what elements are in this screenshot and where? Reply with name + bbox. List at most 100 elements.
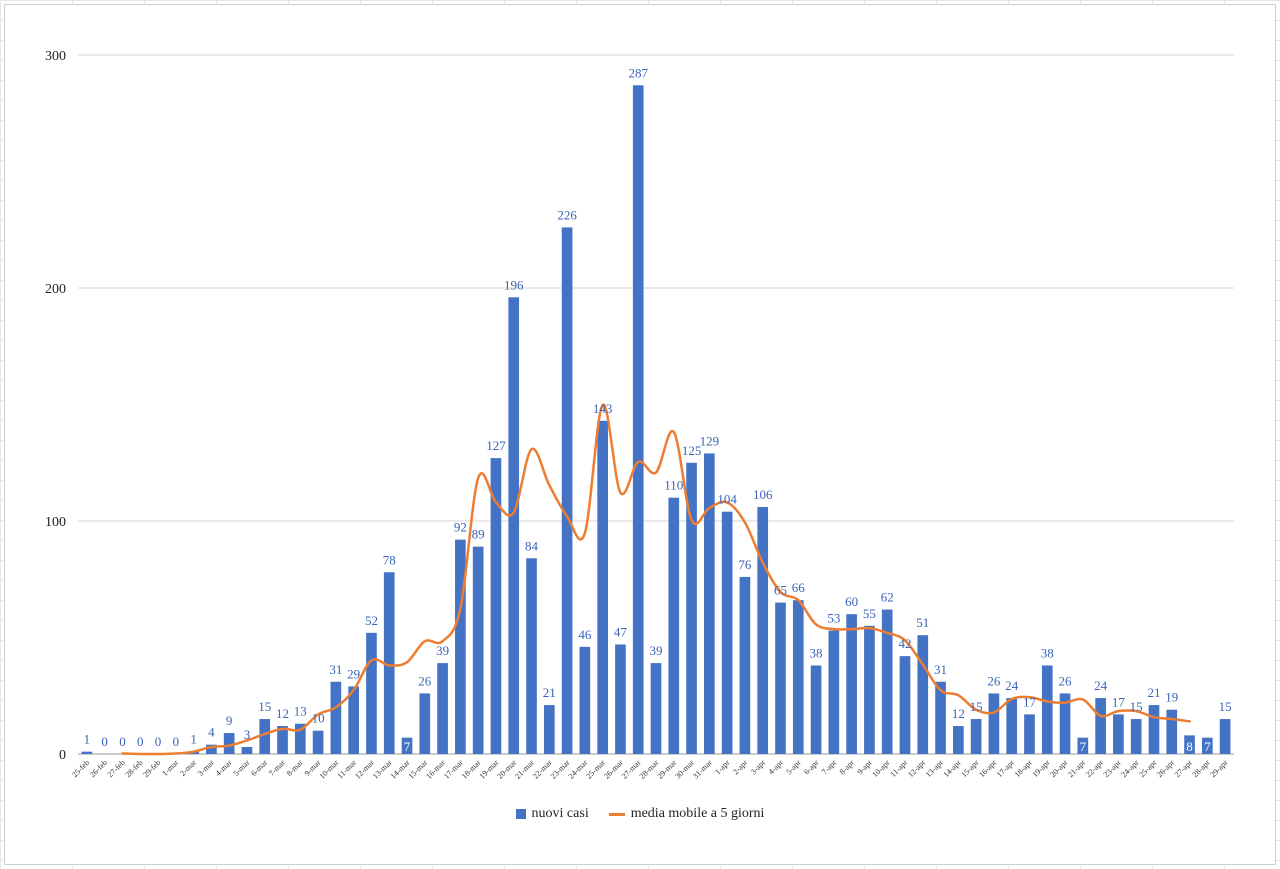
x-tick-label: 6-apr <box>802 758 821 777</box>
data-label: 3 <box>244 727 251 742</box>
x-tick-label: 10-apr <box>870 758 891 779</box>
legend-item-media-mobile[interactable]: media mobile a 5 giorni <box>608 806 764 822</box>
bar <box>526 558 537 754</box>
bar <box>1130 719 1142 754</box>
data-label: 106 <box>753 487 773 502</box>
bar <box>775 602 786 754</box>
x-tick-label: 19-apr <box>1031 758 1052 779</box>
data-label: 21 <box>1147 685 1160 700</box>
data-label: 13 <box>294 704 307 719</box>
data-label: 46 <box>578 627 592 642</box>
x-tick-label: 1-apr <box>713 758 732 777</box>
bar <box>419 693 431 754</box>
bar <box>1219 719 1231 754</box>
data-label: 19 <box>1165 690 1178 705</box>
data-label: 51 <box>916 615 929 630</box>
data-label: 89 <box>472 527 485 542</box>
x-tick-label: 16-apr <box>977 758 998 779</box>
x-tick-label: 22-apr <box>1084 758 1105 779</box>
bar <box>597 420 608 754</box>
data-label: 17 <box>1023 694 1037 709</box>
data-label: 7 <box>1204 739 1211 754</box>
bar <box>1024 714 1035 754</box>
x-tick-label: 28-feb <box>124 758 145 779</box>
bar <box>330 681 342 754</box>
data-label: 66 <box>792 580 806 595</box>
x-tick-label: 10-mar <box>318 758 341 781</box>
x-tick-label: 13-apr <box>924 758 945 779</box>
data-label: 52 <box>365 613 378 628</box>
data-label: 143 <box>593 401 613 416</box>
data-label: 7 <box>1080 739 1087 754</box>
x-tick-label: 18-apr <box>1013 758 1034 779</box>
bar <box>1201 737 1213 754</box>
bar <box>383 572 395 754</box>
x-tick-label: 25-feb <box>70 758 91 779</box>
x-tick-label: 7-apr <box>820 758 839 777</box>
data-label: 15 <box>1219 699 1232 714</box>
bar <box>828 630 840 754</box>
legend-item-nuovi-casi[interactable]: nuovi casi <box>515 806 589 822</box>
x-tick-label: 12-apr <box>906 758 927 779</box>
data-label: 21 <box>543 685 556 700</box>
data-label: 60 <box>845 594 858 609</box>
y-tick-label: 100 <box>45 515 66 530</box>
bar <box>543 705 555 754</box>
bar <box>579 646 591 754</box>
data-label: 226 <box>557 207 577 222</box>
bar <box>472 546 484 754</box>
data-label: 15 <box>258 699 271 714</box>
bar <box>721 511 733 754</box>
bar <box>757 507 769 754</box>
bar <box>1077 737 1089 754</box>
legend: nuovi casi media mobile a 5 giorni <box>0 806 1280 822</box>
x-tick-label: 8-apr <box>838 758 857 777</box>
data-label: 4 <box>208 725 215 740</box>
bar <box>81 751 93 754</box>
data-label: 47 <box>614 624 628 639</box>
bar <box>1006 698 1018 754</box>
bar <box>1041 665 1053 754</box>
x-tick-label: 20-apr <box>1048 758 1069 779</box>
data-label: 26 <box>987 673 1001 688</box>
bar <box>935 681 946 754</box>
bar <box>366 632 377 754</box>
data-label: 53 <box>827 611 840 626</box>
data-label: 24 <box>1005 678 1019 693</box>
bar <box>1148 705 1160 754</box>
data-label: 12 <box>952 706 965 721</box>
y-axis-ticks: 0 100 200 300 <box>45 49 66 763</box>
bar <box>632 85 644 755</box>
bar <box>312 730 324 754</box>
data-label: 84 <box>525 538 539 553</box>
x-tick-label: 23-apr <box>1102 758 1123 779</box>
data-label: 38 <box>1041 645 1054 660</box>
x-tick-label: 5-mar <box>231 758 251 778</box>
bar <box>223 733 235 754</box>
bar <box>686 462 697 754</box>
data-label: 42 <box>898 636 911 651</box>
y-tick-label: 200 <box>45 282 66 297</box>
bar <box>401 737 413 754</box>
bar <box>561 227 573 755</box>
x-tick-label: 31-mar <box>691 758 714 781</box>
x-tick-label: 3-apr <box>749 758 768 777</box>
x-tick-label: 27-feb <box>106 758 127 779</box>
data-label: 65 <box>774 583 787 598</box>
x-tick-label: 2-mar <box>178 758 198 778</box>
x-tick-label: 15-apr <box>959 758 980 779</box>
data-label: 129 <box>700 433 720 448</box>
data-label: 39 <box>436 643 449 658</box>
x-axis-ticks: 25-feb26-feb27-feb28-feb29-feb1-mar2-mar… <box>70 758 1230 781</box>
data-label: 26 <box>418 673 432 688</box>
bar <box>704 453 715 754</box>
data-label: 26 <box>1059 673 1073 688</box>
data-label: 31 <box>329 662 342 677</box>
legend-label: nuovi casi <box>531 806 589 821</box>
x-tick-label: 6-mar <box>249 758 269 778</box>
bar <box>917 635 929 754</box>
data-label: 92 <box>454 520 467 535</box>
data-label: 10 <box>312 711 325 726</box>
x-tick-label: 24-apr <box>1119 758 1140 779</box>
